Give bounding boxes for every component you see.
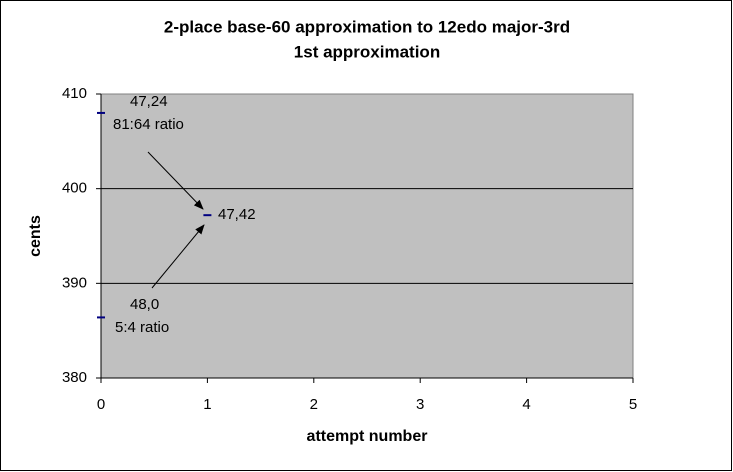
chart-title: 2-place base-60 approximation to 12edo m… xyxy=(164,17,570,36)
chart-subtitle: 1st approximation xyxy=(294,42,440,61)
annotation: 48,0 xyxy=(130,296,159,313)
annotation: 81:64 ratio xyxy=(113,116,184,133)
x-tick-label: 5 xyxy=(629,396,637,413)
arrow xyxy=(147,151,204,210)
x-tick-label: 2 xyxy=(310,396,318,413)
y-tick-label: 400 xyxy=(62,180,87,197)
y-tick-label: 390 xyxy=(62,274,87,291)
x-axis-title: attempt number xyxy=(307,428,428,445)
x-tick-label: 1 xyxy=(203,396,211,413)
annotation: 47,42 xyxy=(218,206,256,223)
x-tick-label: 3 xyxy=(416,396,424,413)
arrow xyxy=(151,224,205,289)
plot-area xyxy=(100,93,634,379)
x-tick-label: 4 xyxy=(522,396,530,413)
x-tick-label: 0 xyxy=(97,396,105,413)
y-tick-label: 410 xyxy=(62,85,87,102)
annotation: 5:4 ratio xyxy=(115,319,169,336)
annotation: 47,24 xyxy=(130,93,168,110)
y-tick-label: 380 xyxy=(62,369,87,386)
y-axis-title: cents xyxy=(27,215,44,257)
